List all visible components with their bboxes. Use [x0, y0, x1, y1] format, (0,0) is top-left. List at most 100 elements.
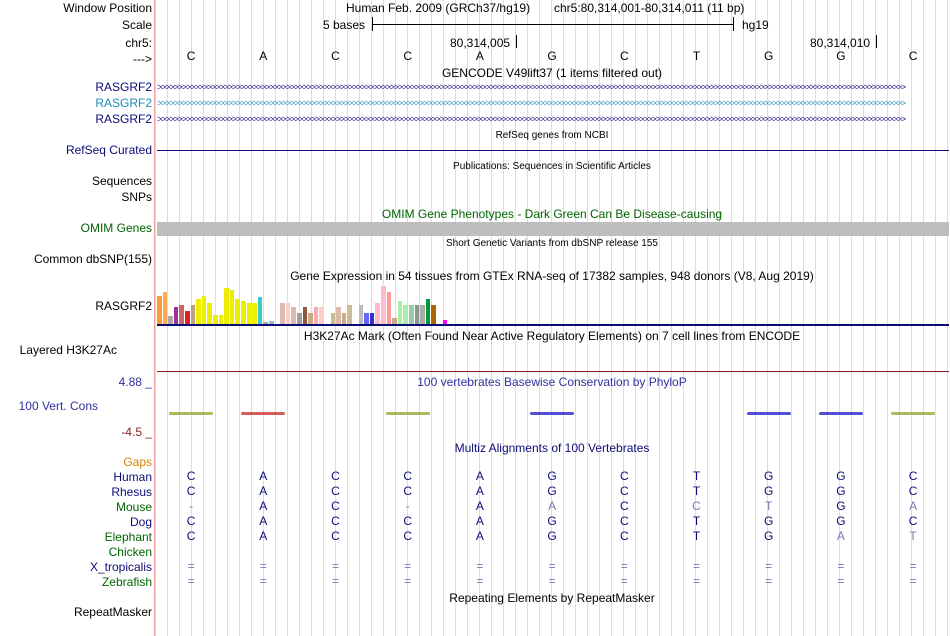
gtex-tissue-bar[interactable] [280, 303, 285, 324]
gtex-tissue-bar[interactable] [229, 289, 235, 324]
repeatmasker-track-label[interactable]: RepeatMasker [73, 605, 152, 619]
gtex-tissue-bar[interactable] [269, 320, 274, 324]
gencode-track-title[interactable]: GENCODE V49lift37 (1 items filtered out) [441, 66, 663, 80]
omim-gene-bar[interactable] [157, 222, 949, 236]
gencode-gene-strand-2[interactable]: >>>>>>>>>>>>>>>>>>>>>>>>>>>>>>>>>>>>>>>>… [157, 99, 949, 108]
gtex-tissue-bar[interactable] [213, 314, 218, 324]
gtex-tissue-bar[interactable] [285, 303, 291, 324]
phylop-score-mark[interactable] [818, 412, 863, 415]
gtex-tissue-bar[interactable] [168, 316, 173, 324]
gridline [479, 0, 480, 636]
gencode-gene-label-3[interactable]: RASGRF2 [95, 112, 152, 126]
phylop-score-mark[interactable] [530, 412, 575, 415]
gtex-tissue-bar[interactable] [201, 295, 207, 324]
gtex-tissue-bar[interactable] [196, 299, 201, 324]
coordinate-tick-right: 80,314,010 [810, 36, 871, 50]
gtex-tissue-bar[interactable] [190, 305, 196, 324]
h3k27ac-track-title[interactable]: H3K27Ac Mark (Often Found Near Active Re… [303, 329, 801, 343]
gencode-gene-strand-1[interactable]: >>>>>>>>>>>>>>>>>>>>>>>>>>>>>>>>>>>>>>>>… [157, 83, 949, 92]
phylop-score-mark[interactable] [891, 412, 936, 415]
gtex-tissue-bar[interactable] [392, 318, 397, 324]
omim-track-title[interactable]: OMIM Gene Phenotypes - Dark Green Can Be… [381, 207, 723, 221]
gtex-tissue-bar[interactable] [442, 320, 448, 324]
refseq-track-title[interactable]: RefSeq genes from NCBI [495, 130, 609, 141]
gtex-tissue-bar[interactable] [364, 312, 369, 324]
gtex-tissue-bar[interactable] [386, 291, 392, 324]
pubs-track-title[interactable]: Publications: Sequences in Scientific Ar… [453, 161, 651, 172]
gtex-tissue-bar[interactable] [336, 306, 341, 324]
gtex-tissue-bar[interactable] [308, 312, 313, 324]
omim-track-label[interactable]: OMIM Genes [80, 221, 152, 235]
gtex-tissue-bar[interactable] [319, 306, 324, 324]
sequence-base: G [836, 49, 846, 63]
refseq-gene-line[interactable] [157, 150, 949, 151]
gridline [155, 0, 156, 636]
gtex-tissue-bar[interactable] [162, 291, 168, 324]
gridline [263, 0, 264, 636]
gtex-tissue-bar[interactable] [431, 305, 436, 324]
gtex-tissue-bar[interactable] [414, 305, 420, 324]
phylop-score-mark[interactable] [746, 412, 791, 415]
dbsnp-track-label[interactable]: Common dbSNP(155) [33, 252, 152, 266]
gtex-tissue-bar[interactable] [425, 299, 431, 324]
phylop-score-mark[interactable] [169, 412, 214, 415]
gtex-expression-bars[interactable] [157, 284, 949, 324]
gtex-tissue-bar[interactable] [358, 305, 364, 324]
gencode-gene-strand-3[interactable]: >>>>>>>>>>>>>>>>>>>>>>>>>>>>>>>>>>>>>>>>… [157, 115, 949, 124]
phylop-score-mark[interactable] [385, 412, 430, 415]
gtex-tissue-bar[interactable] [381, 286, 386, 324]
gtex-tissue-bar[interactable] [420, 305, 425, 324]
gridline [839, 0, 840, 636]
gtex-tissue-bar[interactable] [207, 303, 212, 324]
gtex-tissue-bar[interactable] [403, 305, 408, 324]
gridline [587, 0, 588, 636]
repeatmasker-track-title[interactable]: Repeating Elements by RepeatMasker [449, 591, 655, 605]
gtex-tissue-bar[interactable] [218, 314, 224, 324]
strand-label: ---> [133, 52, 152, 66]
phylop-track-title[interactable]: 100 vertebrates Basewise Conservation by… [417, 375, 687, 389]
gridline [647, 0, 648, 636]
gtex-tissue-bar[interactable] [409, 305, 414, 324]
gtex-track-title[interactable]: Gene Expression in 54 tissues from GTEx … [290, 269, 814, 283]
gtex-tissue-bar[interactable] [297, 312, 302, 324]
phylop-track-label[interactable]: 100 Vert. Cons [18, 399, 98, 413]
gtex-tissue-bar[interactable] [179, 305, 184, 324]
window-position-value[interactable]: chr5:80,314,001-80,314,011 (11 bp) [554, 1, 745, 15]
gtex-tissue-bar[interactable] [257, 297, 263, 324]
alignment-base: A [475, 499, 484, 513]
alignment-base: C [908, 484, 918, 498]
pubs-track-label-sequences[interactable]: Sequences [91, 174, 152, 188]
phylop-score-mark[interactable] [241, 412, 286, 415]
gtex-tissue-bar[interactable] [302, 306, 308, 324]
gencode-gene-label-2[interactable]: RASGRF2 [95, 96, 152, 110]
gtex-tissue-bar[interactable] [185, 310, 190, 324]
alignment-base: C [619, 514, 629, 528]
gtex-tissue-bar[interactable] [157, 295, 162, 324]
gtex-tissue-bar[interactable] [330, 312, 336, 324]
pubs-track-label-snps[interactable]: SNPs [121, 190, 152, 204]
gtex-tissue-bar[interactable] [241, 301, 246, 324]
multiz-track-title[interactable]: Multiz Alignments of 100 Vertebrates [454, 441, 650, 455]
gencode-gene-label-1[interactable]: RASGRF2 [95, 80, 152, 94]
gtex-track-label[interactable]: RASGRF2 [95, 299, 152, 313]
gridline [659, 0, 660, 636]
gtex-tissue-bar[interactable] [252, 303, 257, 324]
gtex-tissue-bar[interactable] [313, 306, 319, 324]
h3k27ac-track-label[interactable]: Layered H3K27Ac [19, 343, 117, 357]
refseq-track-label[interactable]: RefSeq Curated [65, 143, 152, 157]
gtex-tissue-bar[interactable] [291, 306, 296, 324]
gtex-tissue-bar[interactable] [341, 312, 347, 324]
dbsnp-track-title[interactable]: Short Genetic Variants from dbSNP releas… [446, 238, 658, 249]
gtex-tissue-bar[interactable] [246, 303, 252, 324]
gtex-tissue-bar[interactable] [369, 312, 375, 324]
gtex-tissue-bar[interactable] [173, 306, 179, 324]
gtex-tissue-bar[interactable] [235, 299, 240, 324]
species-label-human: Human [113, 470, 152, 484]
gtex-tissue-bar[interactable] [375, 303, 380, 324]
multiz-gaps-label[interactable]: Gaps [123, 455, 152, 469]
gtex-tissue-bar[interactable] [263, 322, 268, 324]
gtex-tissue-bar[interactable] [397, 301, 403, 324]
alignment-base: C [692, 499, 701, 513]
gtex-tissue-bar[interactable] [347, 305, 352, 324]
gtex-tissue-bar[interactable] [224, 287, 229, 324]
